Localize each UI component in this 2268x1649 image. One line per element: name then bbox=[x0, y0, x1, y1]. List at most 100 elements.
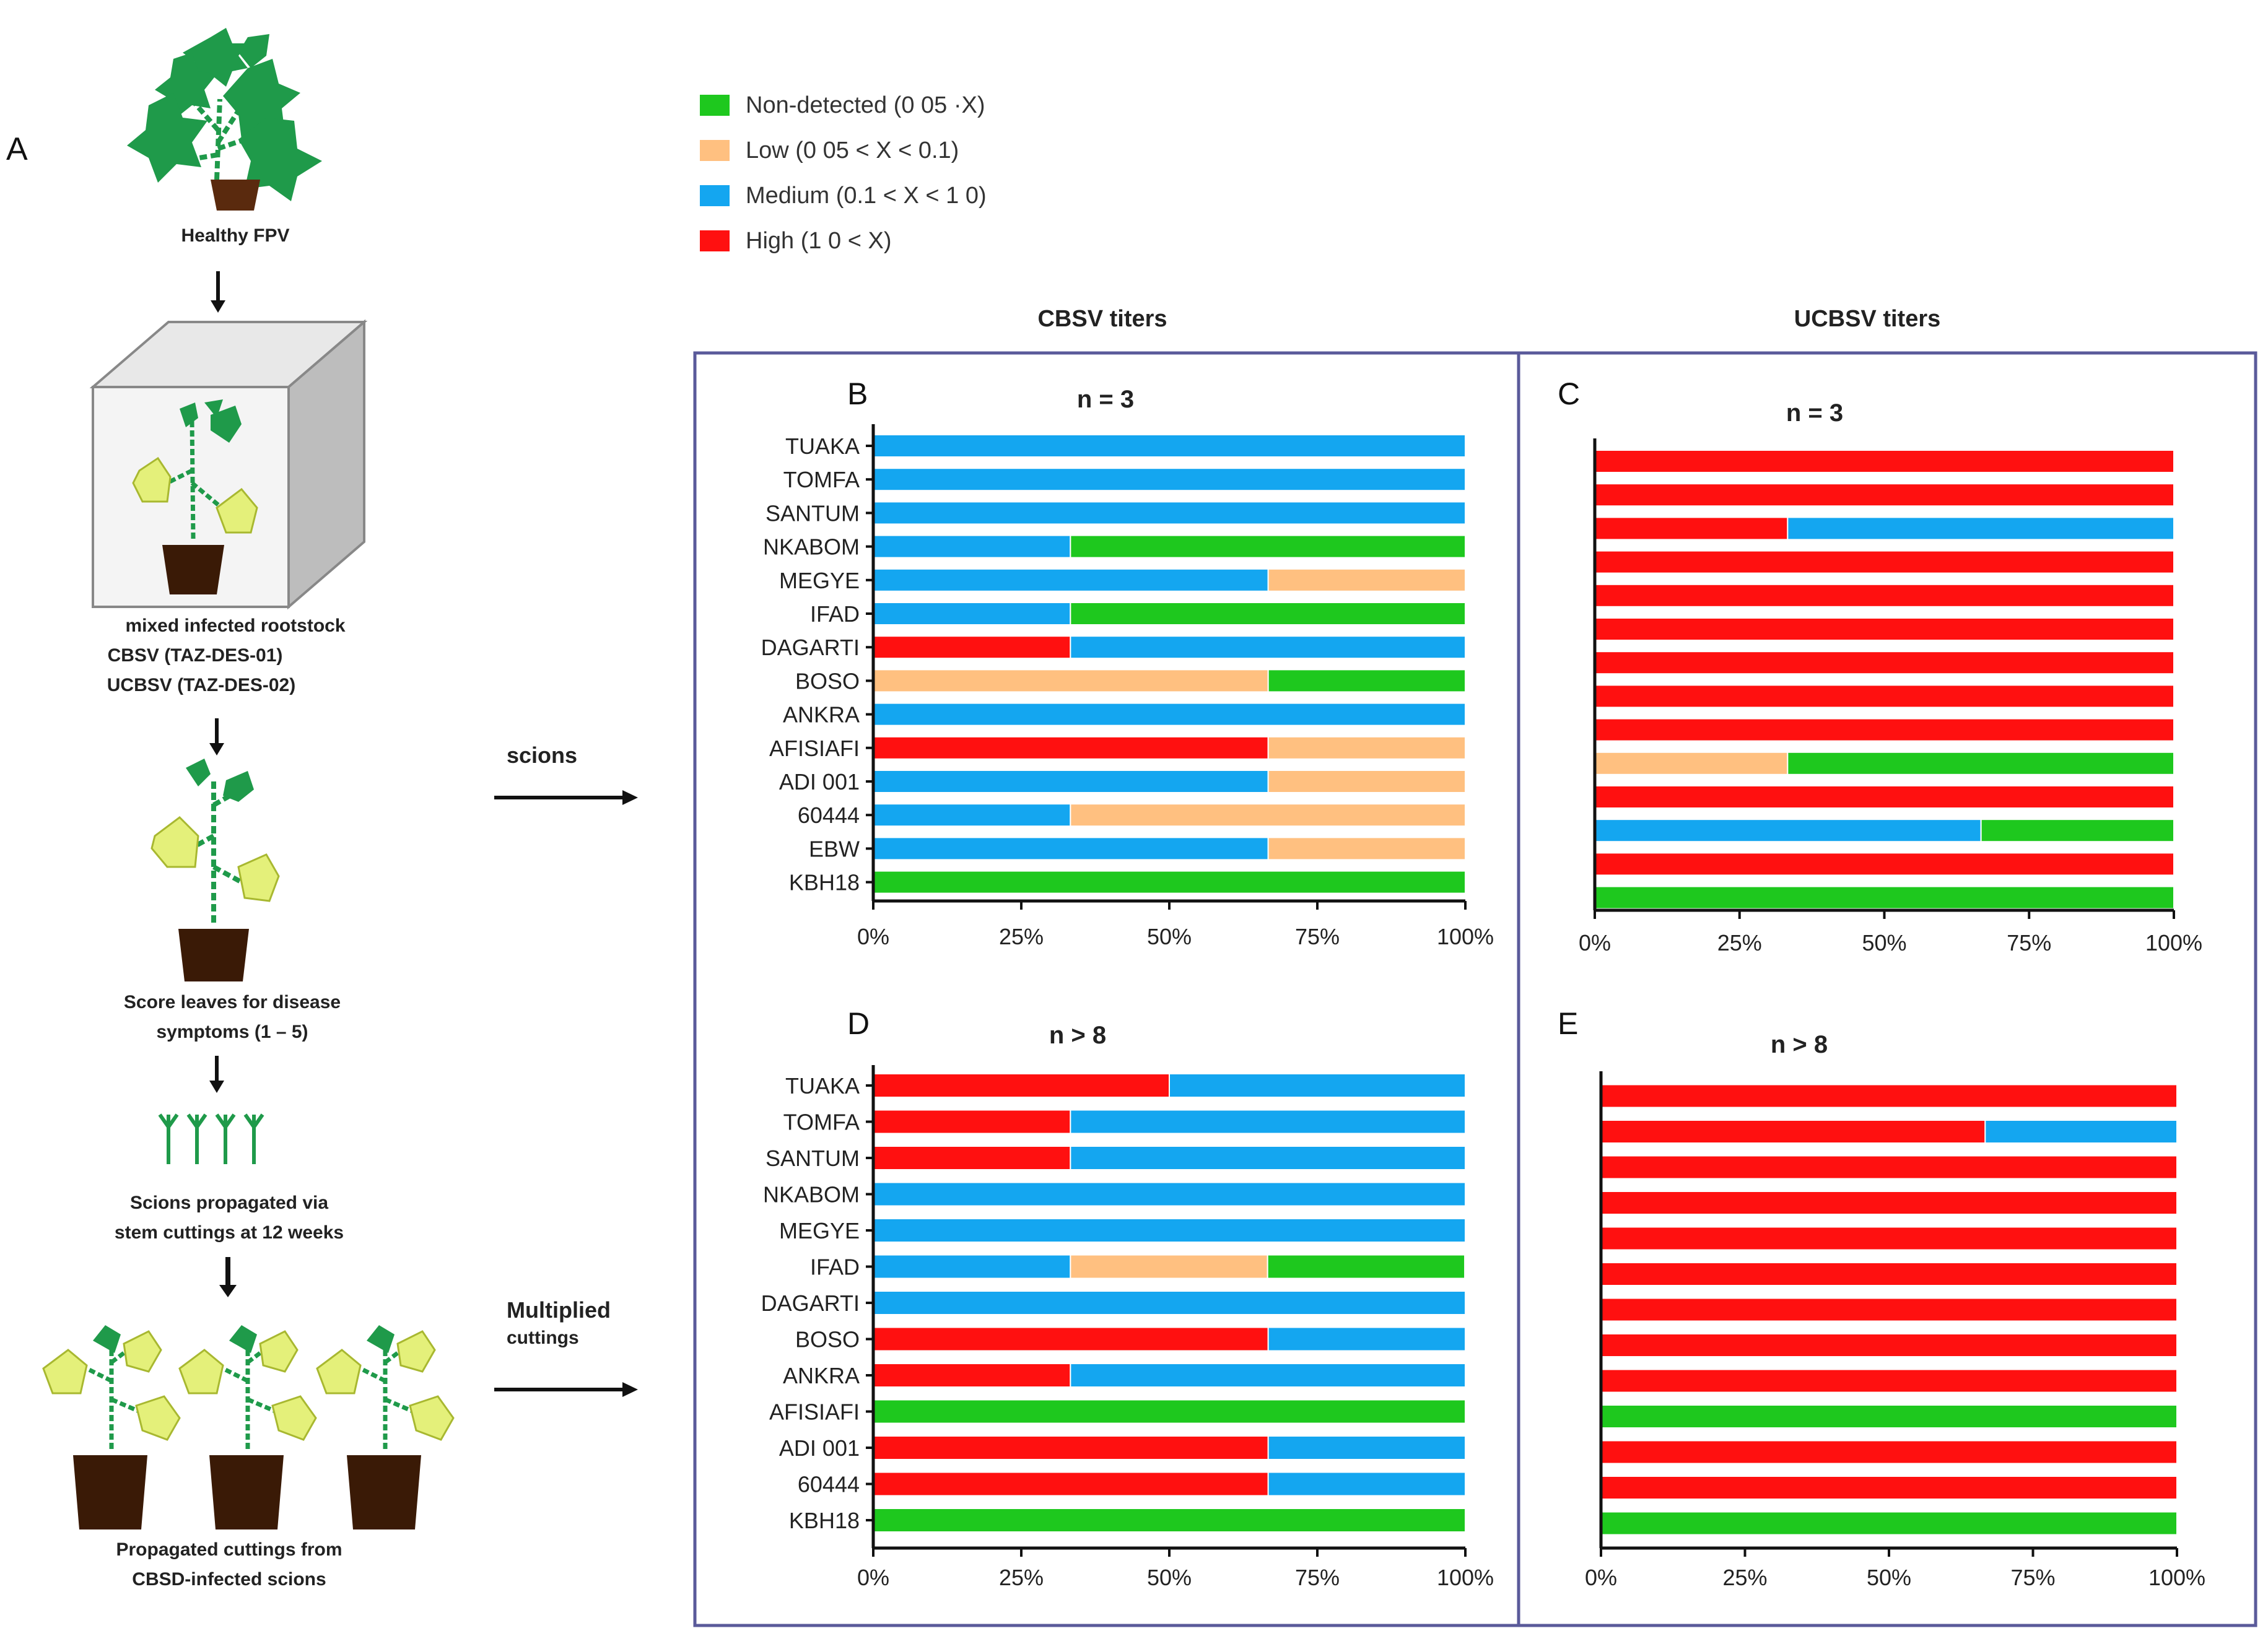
chart-c-title: n = 3 bbox=[1786, 399, 1843, 427]
chart-d-category-label: TUAKA bbox=[785, 1073, 860, 1099]
right-arrow-scions bbox=[494, 790, 638, 805]
chart-d-category-label: KBH18 bbox=[789, 1508, 860, 1533]
chart-c-bar bbox=[1787, 751, 2174, 775]
chart-d-category-label: AFISIAFI bbox=[769, 1399, 860, 1425]
chart-b-bar bbox=[1070, 635, 1466, 659]
step-scions-line1: Scions propagated via bbox=[130, 1193, 328, 1213]
chart-e-xtick-label: 75% bbox=[2010, 1565, 2055, 1590]
chart-d-xtick-label: 0% bbox=[857, 1565, 889, 1590]
down-arrow-4 bbox=[219, 1257, 237, 1297]
step-scions-line2: stem cuttings at 12 weeks bbox=[115, 1222, 344, 1243]
chart-e-bar bbox=[1600, 1440, 2178, 1464]
step-rootstock-line3: UCBSV (TAZ-DES-02) bbox=[107, 675, 295, 695]
chart-c-bar bbox=[1594, 617, 2174, 641]
chart-b-bar bbox=[873, 534, 1071, 559]
chart-c-xtick-label: 50% bbox=[1862, 930, 1906, 955]
chart-b-category-label: BOSO bbox=[795, 668, 860, 694]
step-rootstock-line1: mixed infected rootstock bbox=[125, 616, 345, 636]
chart-d-xtick-label: 25% bbox=[999, 1565, 1044, 1590]
chart-b-bar bbox=[873, 602, 1071, 625]
chart-b-xtick-label: 0% bbox=[857, 924, 889, 949]
chart-d-bar bbox=[873, 1363, 1071, 1388]
panel-letter-c: C bbox=[1558, 376, 1580, 411]
infected-plant-illustration bbox=[150, 759, 280, 981]
chart-c-bar bbox=[1787, 516, 2174, 541]
chart-e-bar bbox=[1600, 1476, 2178, 1500]
legend-swatch-high bbox=[700, 230, 730, 251]
chart-d-bar bbox=[1070, 1254, 1268, 1279]
chart-e-bar bbox=[1600, 1262, 2178, 1286]
chart-c-xtick-label: 0% bbox=[1579, 930, 1611, 955]
chart-b-bar bbox=[1070, 534, 1466, 559]
chart-d-category-label: IFAD bbox=[810, 1255, 860, 1280]
chart-b-category-label: ADI 001 bbox=[779, 769, 860, 794]
chart-e-bar bbox=[1600, 1120, 1986, 1144]
chart-c-bar bbox=[1594, 516, 1789, 541]
chart-d-bar bbox=[873, 1290, 1466, 1315]
chart-d-category-label: ADI 001 bbox=[779, 1435, 860, 1461]
chart-c-bar bbox=[1594, 651, 2174, 675]
chart-d-category-label: TOMFA bbox=[783, 1110, 860, 1135]
chart-b-bar bbox=[873, 702, 1466, 726]
arrow-label-multiplied: Multiplied bbox=[507, 1297, 611, 1323]
chart-d-category-label: 60444 bbox=[798, 1472, 860, 1497]
chart-d-bar bbox=[873, 1508, 1466, 1533]
chart-b-bar bbox=[1267, 568, 1466, 592]
arrow-label-cuttings: cuttings bbox=[507, 1328, 579, 1348]
chart-b-bar bbox=[873, 770, 1269, 793]
chart-d-bar bbox=[1267, 1254, 1466, 1279]
chart-d-bar bbox=[873, 1471, 1269, 1497]
chart-d-bar bbox=[1267, 1435, 1466, 1460]
chart-e-bar bbox=[1600, 1226, 2178, 1251]
chart-c-bar bbox=[1594, 550, 2174, 574]
legend: Non-detected (0 05 ·X) Low (0 05 < X < 0… bbox=[700, 92, 987, 254]
right-arrow-multiplied bbox=[494, 1382, 638, 1397]
chart-b-category-label: MEGYE bbox=[779, 568, 860, 593]
chart-b-category-label: IFAD bbox=[810, 601, 860, 627]
panel-letter-a: A bbox=[6, 131, 28, 167]
chart-d-bar bbox=[1070, 1109, 1466, 1134]
chart-b-bar bbox=[873, 434, 1466, 458]
chart-d-bar bbox=[1169, 1073, 1466, 1098]
step-score-line1: Score leaves for disease bbox=[124, 992, 341, 1012]
chart-b-bar bbox=[1267, 736, 1466, 760]
chart-e-bar bbox=[1600, 1084, 2178, 1108]
legend-label-low: Low (0 05 < X < 0.1) bbox=[746, 137, 959, 163]
chart-d: n > 8 TUAKA TOMFA SANTUM NKABOM MEGYE IFAD DAGA… bbox=[761, 1022, 1494, 1590]
panel-letter-e: E bbox=[1558, 1006, 1578, 1041]
chart-d-bar bbox=[873, 1399, 1466, 1424]
chart-e-bar bbox=[1984, 1120, 2178, 1144]
chart-b-bar bbox=[873, 803, 1071, 827]
down-arrow-2 bbox=[209, 718, 224, 755]
legend-swatch-low bbox=[700, 140, 730, 161]
legend-swatch-nondetected bbox=[700, 95, 730, 116]
chart-c-bar bbox=[1594, 852, 2174, 876]
chart-e-xtick-label: 0% bbox=[1585, 1565, 1617, 1590]
step-healthy-fpv: Healthy FPV bbox=[181, 225, 289, 246]
chart-d-bar bbox=[873, 1218, 1466, 1243]
step-propagated-line1: Propagated cuttings from bbox=[116, 1539, 342, 1560]
chart-c-bar bbox=[1594, 819, 1982, 843]
step-propagated-line2: CBSD-infected scions bbox=[132, 1569, 326, 1590]
chart-d-bar bbox=[873, 1146, 1071, 1170]
chart-b-bar bbox=[1267, 770, 1466, 793]
panel-letter-b: B bbox=[847, 376, 868, 411]
chart-b-category-label: NKABOM bbox=[763, 534, 860, 560]
chart-b-xtick-label: 100% bbox=[1437, 924, 1494, 949]
chart-c-bar bbox=[1594, 785, 2174, 809]
chart-d-bar bbox=[1267, 1326, 1466, 1352]
chart-c: n = 3 0% 25% 50% 75% 100% bbox=[1579, 399, 2202, 955]
frame-ucbsv bbox=[1517, 351, 2257, 1627]
chart-d-bar bbox=[1070, 1146, 1466, 1170]
chart-e-xtick-label: 100% bbox=[2148, 1565, 2205, 1590]
chart-c-bar bbox=[1594, 751, 1789, 775]
chart-b-xtick-label: 25% bbox=[999, 924, 1044, 949]
chart-b-bar bbox=[873, 468, 1466, 492]
chart-c-bar bbox=[1594, 483, 2174, 507]
chart-b-category-label: AFISIAFI bbox=[769, 736, 860, 761]
chart-c-bar bbox=[1594, 885, 2174, 910]
chart-c-bar bbox=[1594, 583, 2174, 607]
stem-cuttings-illustration bbox=[158, 1113, 264, 1164]
down-arrow-3 bbox=[209, 1056, 224, 1093]
